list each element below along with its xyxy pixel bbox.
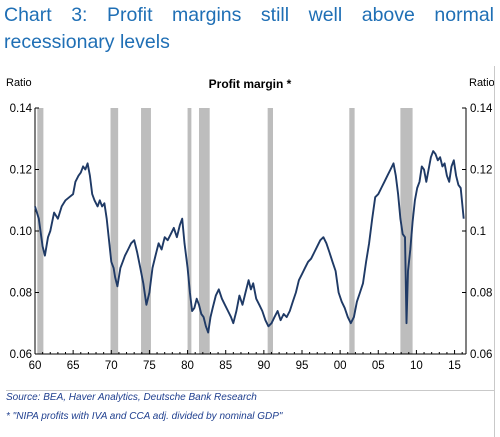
recession-band-5: [267, 108, 274, 354]
y-tick-label-left: 0.08: [10, 288, 32, 300]
y-tick-label-right: 0.12: [470, 165, 492, 177]
y-tick-label-right: 0.14: [470, 103, 493, 115]
x-tick-label: 95: [296, 360, 309, 372]
recession-band-6: [349, 108, 355, 354]
bottom-divider: [6, 390, 494, 391]
y-tick-label-right: 0.08: [470, 288, 492, 300]
x-tick-label: 85: [219, 360, 232, 372]
recession-band-2: [141, 108, 151, 354]
x-tick-label: 75: [143, 360, 156, 372]
x-tick-label: 05: [372, 360, 385, 372]
recession-band-3: [187, 108, 192, 354]
x-tick-label: 15: [448, 360, 461, 372]
recession-bands: [37, 108, 413, 354]
recession-band-4: [199, 108, 210, 354]
tick-labels: 0.06 0.08 0.10 0.12 0.14 0.06 0.08 0.1 0.12 0.14 6…: [10, 103, 493, 372]
x-tick-label: 70: [105, 360, 118, 372]
profit-margin-chart: Profit margin * Ratio Ratio 0.060.080.10…: [6, 77, 495, 372]
x-tick-label: 00: [334, 360, 347, 372]
recession-band-1: [110, 108, 119, 354]
source-note: Source: BEA, Haver Analytics, Deutsche B…: [6, 392, 257, 403]
x-tick-label: 10: [410, 360, 423, 372]
footnote: * "NIPA profits with IVA and CCA adj. di…: [6, 411, 283, 422]
recession-band-7: [400, 108, 413, 354]
page-title: Chart 3: Profit margins still well above…: [4, 4, 494, 53]
y-tick-label-right: 0.06: [470, 349, 492, 361]
chart-title: Profit margin *: [209, 77, 292, 91]
y-tick-label-left: 0.12: [10, 165, 32, 177]
y-tick-label-left: 0.14: [10, 103, 33, 115]
x-tick-label: 60: [29, 360, 42, 372]
y-tick-label-right: 0.1: [470, 226, 486, 238]
x-tick-label: 65: [67, 360, 80, 372]
y-tick-label-left: 0.06: [10, 349, 32, 361]
x-tick-label: 90: [257, 360, 270, 372]
profit-margin-series-line: [34, 150, 465, 334]
y-axis-label-left: Ratio: [6, 77, 32, 89]
y-axis-label-right: Ratio: [469, 77, 495, 89]
y-tick-label-left: 0.10: [10, 226, 32, 238]
x-tick-label: 80: [181, 360, 194, 372]
right-divider: [494, 66, 495, 437]
